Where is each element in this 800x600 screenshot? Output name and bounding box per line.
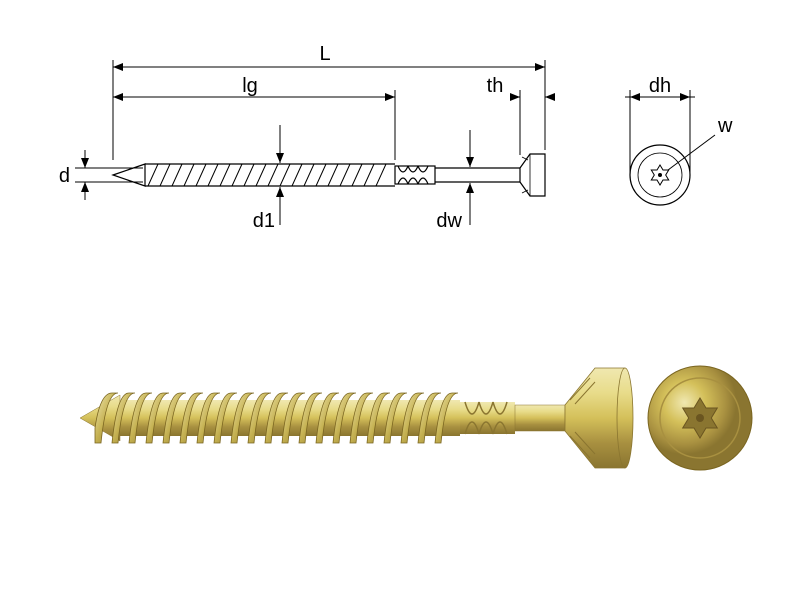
rendered-screw: [80, 366, 752, 470]
dimension-d1: d1: [253, 125, 284, 232]
rendered-head-front: [648, 366, 752, 470]
dimension-lg: lg: [113, 75, 395, 160]
screw-schematic-body: [113, 154, 545, 196]
diagram-svg: L lg th d: [0, 0, 800, 600]
label-w: w: [717, 115, 733, 137]
label-L: L: [319, 43, 330, 65]
schematic-drawing: L lg th d: [59, 43, 733, 232]
label-th: th: [487, 75, 504, 97]
dimension-L: L: [113, 43, 545, 160]
dimension-d: d: [59, 150, 143, 200]
label-dw: dw: [436, 210, 462, 232]
label-lg: lg: [242, 75, 258, 97]
label-d: d: [59, 165, 70, 187]
head-front-view: dh w: [625, 75, 733, 205]
label-dh: dh: [649, 75, 671, 97]
dimension-dw: dw: [436, 130, 474, 232]
technical-diagram-container: L lg th d: [0, 0, 800, 600]
label-d1: d1: [253, 210, 275, 232]
